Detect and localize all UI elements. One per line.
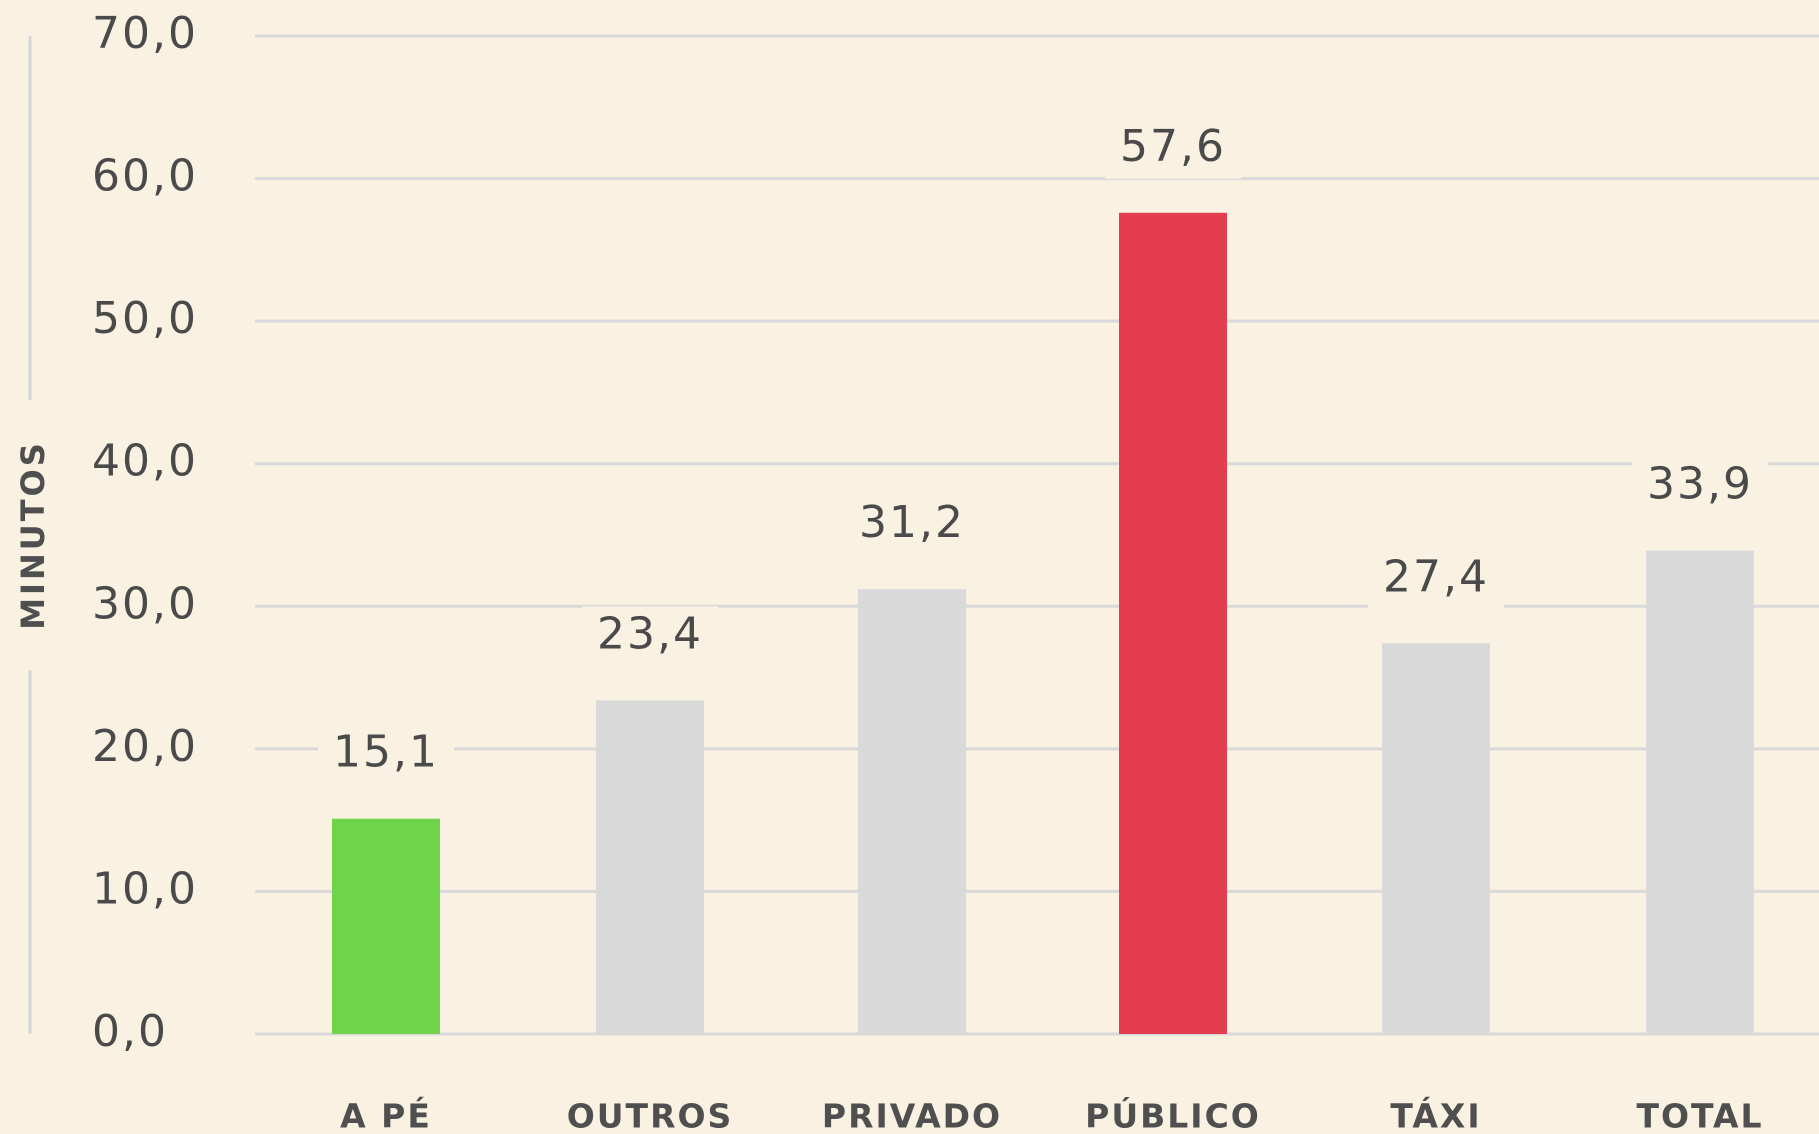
y-tick-label: 20,0 [92,721,198,772]
bar [332,818,440,1034]
x-tick-label: TÁXI [1390,1096,1481,1134]
value-label: 33,9 [1647,459,1753,510]
value-label-background [844,495,980,556]
x-tick-label: OUTROS [567,1097,734,1134]
bar [596,700,704,1034]
y-tick-label: 0,0 [92,1006,168,1057]
bar [1119,212,1227,1034]
value-label-background [1632,456,1768,517]
x-tick-label: TOTAL [1636,1097,1763,1134]
bar [1382,643,1490,1034]
value-label-background [1105,118,1241,179]
x-tick-label: PÚBLICO [1085,1096,1261,1134]
value-label: 31,2 [859,497,965,548]
y-tick-label: 50,0 [92,293,198,344]
bar [1646,550,1754,1034]
value-label: 27,4 [1383,551,1489,602]
y-tick-label: 30,0 [92,578,198,629]
y-axis-label: MINUTOS [14,440,52,630]
x-tick-label: PRIVADO [822,1097,1002,1134]
y-tick-label: 40,0 [92,436,198,487]
y-tick-label: 10,0 [92,863,198,914]
value-label: 57,6 [1120,121,1226,172]
bar [858,589,966,1034]
value-label-background [318,724,454,785]
y-tick-label: 70,0 [92,8,198,59]
y-tick-label: 60,0 [92,151,198,202]
value-label: 23,4 [597,608,703,659]
x-tick-label: A PÉ [340,1096,432,1134]
value-label-background [582,606,718,667]
value-label: 15,1 [333,727,439,778]
value-label-background [1368,549,1504,610]
